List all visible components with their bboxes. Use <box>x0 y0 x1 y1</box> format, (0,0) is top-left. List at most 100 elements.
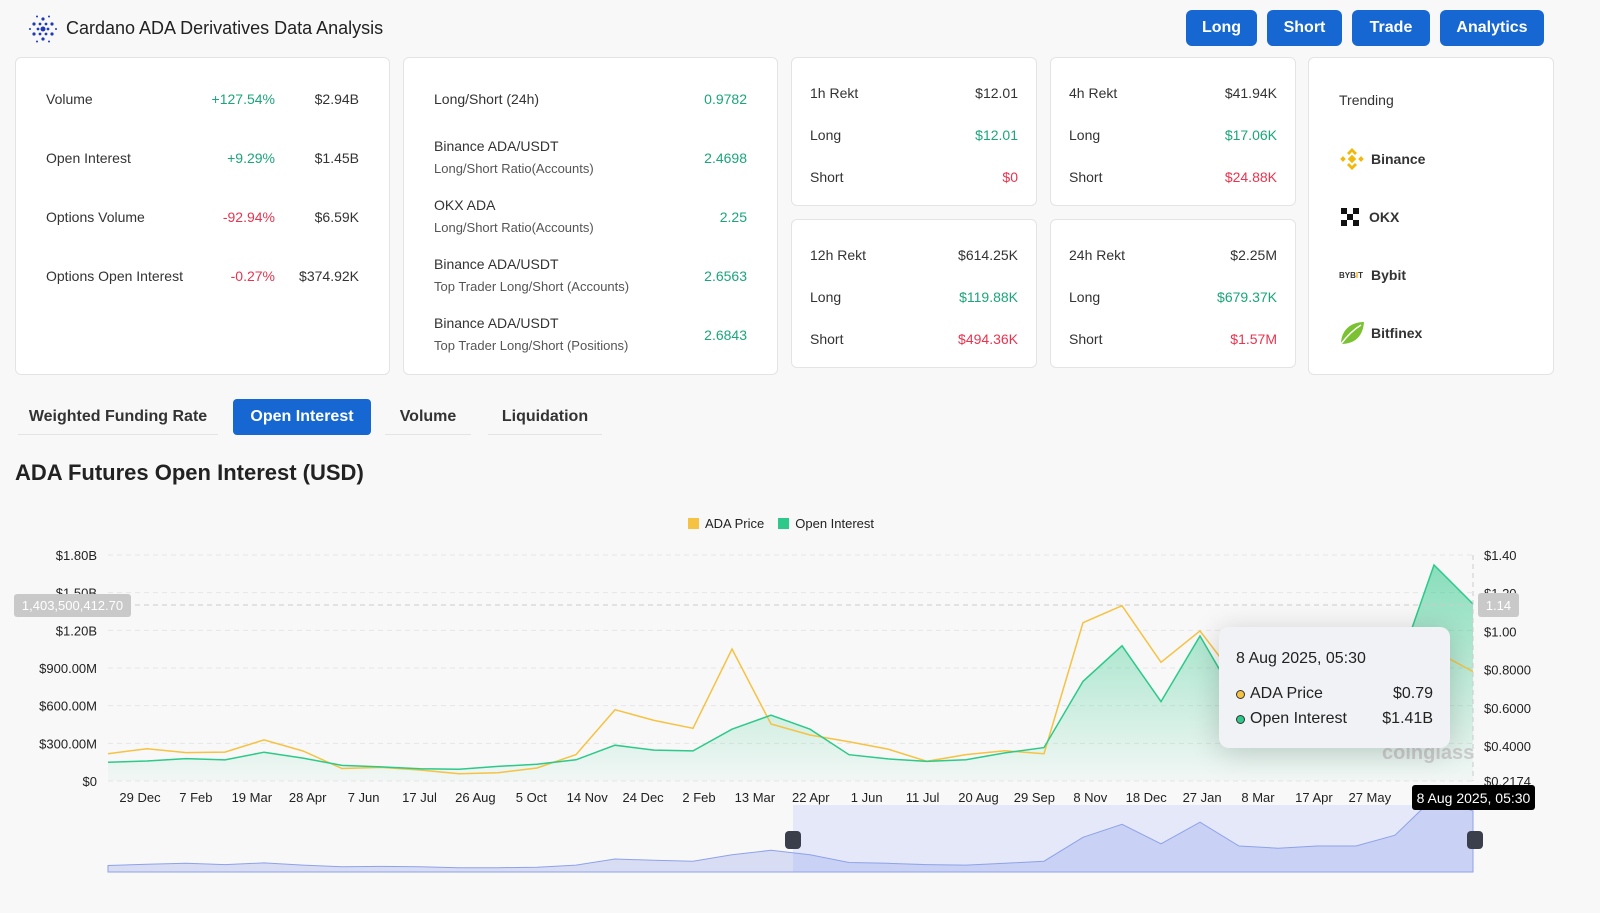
market-value: $1.45B <box>314 150 359 166</box>
market-value: $6.59K <box>314 209 359 225</box>
trade-button[interactable]: Trade <box>1352 10 1430 46</box>
tab-volume[interactable]: Volume <box>385 399 471 435</box>
trending-title: Trending <box>1339 92 1394 108</box>
binance-icon <box>1340 148 1364 170</box>
ratio-title: Binance ADA/USDT <box>434 138 559 154</box>
x-tick: 2 Feb <box>682 790 715 805</box>
legend-item[interactable]: Open Interest <box>795 516 875 531</box>
ratio-subtitle: Long/Short Ratio(Accounts) <box>434 161 594 176</box>
x-tick: 24 Dec <box>622 790 664 805</box>
rekt-title: 1h Rekt <box>810 85 859 101</box>
rekt-long-value: $679.37K <box>1217 289 1277 305</box>
legend-item[interactable]: ADA Price <box>705 516 765 531</box>
rekt-title: 12h Rekt <box>810 247 867 263</box>
rekt-long-label: Long <box>810 127 842 143</box>
rekt-short-label: Short <box>1069 169 1103 185</box>
trending-label: Binance <box>1371 151 1426 167</box>
long-short-ratios-card: Long/Short (24h) 0.9782 Binance ADA/USDT … <box>403 57 778 375</box>
y-left-tick: $1.80B <box>56 548 97 563</box>
x-tick: 5 Oct <box>516 790 547 805</box>
crosshair-right-label: 1.14 <box>1478 593 1519 617</box>
trending-item-okx[interactable]: OKX <box>1341 208 1399 226</box>
x-tick: 8 Mar <box>1241 790 1275 805</box>
rekt-card: 24h Rekt $2.25M Long $679.37K Short $1.5… <box>1050 219 1296 368</box>
ratio-value: 2.6843 <box>704 327 747 343</box>
x-tick: 8 Nov <box>1073 790 1107 805</box>
x-tick: 14 Nov <box>567 790 609 805</box>
crosshair-left-label: 1,403,500,412.70 <box>14 594 131 617</box>
x-tick: 1 Jun <box>851 790 883 805</box>
x-tick: 19 Mar <box>232 790 273 805</box>
navigator-handle[interactable] <box>1467 831 1483 849</box>
ratio-title: Binance ADA/USDT <box>434 315 559 331</box>
rekt-total: $614.25K <box>958 247 1018 263</box>
market-label: Options Open Interest <box>46 268 183 284</box>
rekt-title: 24h Rekt <box>1069 247 1126 263</box>
trending-label: OKX <box>1369 209 1400 225</box>
market-stats-card: Volume +127.54% $2.94B Open Interest +9.2… <box>15 57 390 375</box>
x-tick: 13 Mar <box>735 790 776 805</box>
rekt-long-label: Long <box>1069 289 1101 305</box>
x-tick: 29 Dec <box>119 790 161 805</box>
trending-item-bitfinex[interactable]: Bitfinex <box>1339 320 1422 346</box>
ratio-value: 2.6563 <box>704 268 747 284</box>
rekt-long-value: $17.06K <box>1224 127 1277 143</box>
market-label: Volume <box>46 91 93 107</box>
rekt-long-label: Long <box>1069 127 1101 143</box>
trending-item-bybit[interactable]: BYBIT Bybit <box>1339 267 1406 283</box>
tooltip-value: $0.79 <box>1392 685 1433 702</box>
open-interest-area <box>108 565 1473 781</box>
rekt-short-label: Short <box>1069 331 1103 347</box>
tab-liquidation[interactable]: Liquidation <box>488 399 602 435</box>
navigator-series <box>107 796 1474 873</box>
rekt-short-value: $24.88K <box>1224 169 1277 185</box>
x-tick: 27 May <box>1348 790 1391 805</box>
rekt-short-value: $494.36K <box>958 331 1018 347</box>
tooltip-label: Open Interest <box>1250 710 1347 727</box>
rekt-total: $2.25M <box>1230 247 1277 263</box>
oi-dot-icon <box>1236 714 1245 724</box>
tooltip-label: ADA Price <box>1250 685 1323 702</box>
bitfinex-icon <box>1340 322 1364 345</box>
x-tick: 29 Sep <box>1014 790 1055 805</box>
rekt-total: $12.01 <box>975 85 1018 101</box>
ratio-title: Long/Short (24h) <box>434 91 540 107</box>
ratio-subtitle: Long/Short Ratio(Accounts) <box>434 220 594 235</box>
y-right-tick: $0.6000 <box>1484 701 1531 716</box>
market-change: +9.29% <box>227 150 275 166</box>
trending-label: Bybit <box>1371 267 1406 283</box>
bybit-icon: BYBIT <box>1339 270 1364 280</box>
y-left-tick: $0 <box>83 774 97 789</box>
market-value: $374.92K <box>299 268 359 284</box>
ratio-title: OKX ADA <box>434 197 496 213</box>
short-button[interactable]: Short <box>1267 10 1342 46</box>
cardano-logo-icon <box>28 14 58 44</box>
rekt-total: $41.94K <box>1224 85 1277 101</box>
trending-label: Bitfinex <box>1371 325 1423 341</box>
x-tick: 22 Apr <box>792 790 830 805</box>
crosshair-x-label: 8 Aug 2025, 05:30 <box>1412 785 1535 810</box>
rekt-card: 12h Rekt $614.25K Long $119.88K Short $4… <box>791 219 1037 368</box>
market-change: -92.94% <box>222 209 275 225</box>
chart-title: ADA Futures Open Interest (USD) <box>15 460 364 485</box>
ratio-subtitle: Top Trader Long/Short (Positions) <box>434 338 629 353</box>
tab-weighted-funding-rate[interactable]: Weighted Funding Rate <box>18 399 218 435</box>
navigator-handle[interactable] <box>785 831 801 849</box>
rekt-long-label: Long <box>810 289 842 305</box>
trending-item-binance[interactable]: Binance <box>1339 146 1425 172</box>
long-button[interactable]: Long <box>1186 10 1257 46</box>
tooltip-value: $1.41B <box>1382 710 1433 727</box>
chart-legend: ADA Price Open Interest <box>688 516 874 531</box>
x-tick: 7 Jun <box>348 790 380 805</box>
y-right-tick: $1.00 <box>1484 624 1517 639</box>
ratio-value: 0.9782 <box>704 91 747 107</box>
price-dot-icon <box>1236 689 1245 699</box>
analytics-button[interactable]: Analytics <box>1440 10 1544 46</box>
rekt-card: 1h Rekt $12.01 Long $12.01 Short $0 <box>791 57 1037 206</box>
tab-open-interest[interactable]: Open Interest <box>233 399 371 435</box>
ratio-value: 2.4698 <box>704 150 747 166</box>
legend-swatch-oi <box>778 518 790 529</box>
chart-tooltip: 8 Aug 2025, 05:30 ADA Price $0.79 Open I… <box>1219 627 1450 748</box>
navigator-selection[interactable] <box>793 805 1473 872</box>
ratio-value: 2.25 <box>719 209 747 225</box>
